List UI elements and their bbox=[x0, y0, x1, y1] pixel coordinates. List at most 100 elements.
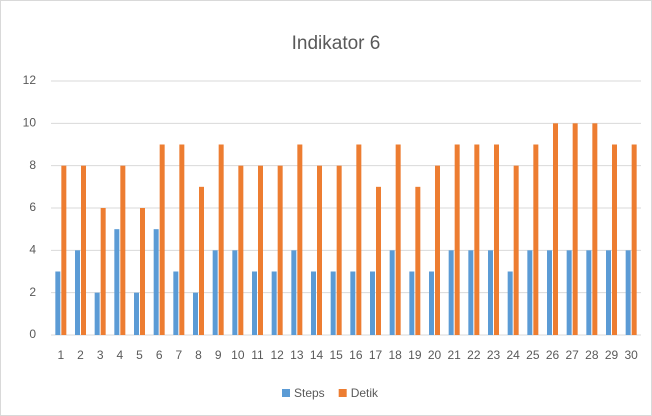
legend-swatch bbox=[282, 389, 290, 397]
legend-label: Steps bbox=[294, 386, 325, 400]
y-tick-label: 6 bbox=[29, 200, 36, 214]
bar bbox=[277, 165, 283, 335]
x-tick-label: 11 bbox=[251, 348, 264, 362]
bar bbox=[533, 144, 539, 335]
bar bbox=[179, 144, 185, 335]
legend-label: Detik bbox=[351, 386, 379, 400]
bar bbox=[612, 144, 617, 335]
bar bbox=[252, 271, 257, 335]
bar bbox=[474, 144, 480, 335]
x-tick-label: 2 bbox=[77, 348, 84, 362]
x-tick-label: 18 bbox=[388, 348, 402, 362]
x-tick-label: 6 bbox=[156, 348, 163, 362]
y-tick-label: 12 bbox=[23, 73, 37, 87]
bar bbox=[376, 186, 381, 335]
bar bbox=[120, 165, 126, 335]
bar bbox=[527, 250, 533, 335]
bar bbox=[330, 271, 336, 335]
bar bbox=[94, 292, 100, 335]
bar bbox=[193, 292, 198, 335]
x-tick-label: 25 bbox=[526, 348, 540, 362]
bar bbox=[370, 271, 375, 335]
bar bbox=[350, 271, 356, 335]
bar bbox=[317, 165, 322, 335]
x-tick-label: 1 bbox=[57, 348, 64, 362]
bar bbox=[218, 144, 224, 335]
x-tick-label: 20 bbox=[428, 348, 442, 362]
bar bbox=[61, 165, 67, 335]
bar bbox=[232, 250, 238, 335]
x-tick-label: 21 bbox=[447, 348, 461, 362]
y-tick-label: 0 bbox=[29, 327, 36, 341]
x-tick-label: 17 bbox=[369, 348, 383, 362]
x-tick-label: 19 bbox=[408, 348, 422, 362]
x-tick-label: 4 bbox=[116, 348, 123, 362]
bar bbox=[586, 250, 592, 335]
bar bbox=[258, 165, 263, 335]
bar bbox=[494, 144, 499, 335]
bar bbox=[631, 144, 637, 335]
bar bbox=[153, 229, 159, 335]
bar bbox=[140, 208, 145, 335]
x-tick-label: 23 bbox=[487, 348, 501, 362]
bar bbox=[336, 165, 342, 335]
x-tick-label: 3 bbox=[97, 348, 104, 362]
bar bbox=[212, 250, 218, 335]
bar bbox=[429, 271, 434, 335]
y-tick-label: 10 bbox=[23, 116, 37, 130]
y-tick-label: 4 bbox=[29, 243, 36, 257]
x-tick-label: 9 bbox=[215, 348, 222, 362]
bar bbox=[55, 271, 61, 335]
x-tick-label: 13 bbox=[290, 348, 304, 362]
bar bbox=[409, 271, 415, 335]
bar bbox=[100, 208, 106, 335]
bar bbox=[173, 271, 179, 335]
bar bbox=[114, 229, 120, 335]
y-tick-label: 2 bbox=[29, 285, 36, 299]
bar bbox=[435, 165, 440, 335]
bar bbox=[134, 292, 139, 335]
bar bbox=[606, 250, 611, 335]
y-tick-label: 8 bbox=[29, 158, 36, 172]
x-tick-label: 7 bbox=[175, 348, 182, 362]
bar bbox=[553, 123, 558, 335]
x-tick-label: 28 bbox=[585, 348, 599, 362]
x-tick-label: 8 bbox=[195, 348, 202, 362]
bar bbox=[507, 271, 513, 335]
x-tick-label: 14 bbox=[310, 348, 324, 362]
bar bbox=[291, 250, 297, 335]
bar bbox=[81, 165, 86, 335]
bar bbox=[415, 186, 421, 335]
bar bbox=[566, 250, 572, 335]
bar bbox=[311, 271, 316, 335]
x-tick-label: 5 bbox=[136, 348, 143, 362]
bar bbox=[488, 250, 493, 335]
x-tick-label: 30 bbox=[624, 348, 638, 362]
bar bbox=[572, 123, 578, 335]
x-tick-label: 10 bbox=[231, 348, 245, 362]
bar bbox=[238, 165, 244, 335]
bar bbox=[199, 186, 204, 335]
bar bbox=[513, 165, 519, 335]
x-tick-label: 12 bbox=[270, 348, 284, 362]
legend-swatch bbox=[338, 389, 347, 397]
bar bbox=[271, 271, 277, 335]
x-tick-label: 16 bbox=[349, 348, 363, 362]
bar bbox=[592, 123, 598, 335]
bar bbox=[356, 144, 362, 335]
x-tick-label: 29 bbox=[605, 348, 619, 362]
bar bbox=[297, 144, 303, 335]
chart-title: Indikator 6 bbox=[292, 33, 381, 54]
bar bbox=[625, 250, 631, 335]
bar bbox=[468, 250, 474, 335]
x-tick-label: 24 bbox=[506, 348, 520, 362]
bar bbox=[448, 250, 454, 335]
x-tick-label: 27 bbox=[565, 348, 579, 362]
bar bbox=[454, 144, 460, 335]
bar bbox=[159, 144, 165, 335]
bar bbox=[75, 250, 80, 335]
bar bbox=[395, 144, 401, 335]
bar bbox=[547, 250, 552, 335]
x-tick-label: 26 bbox=[546, 348, 560, 362]
